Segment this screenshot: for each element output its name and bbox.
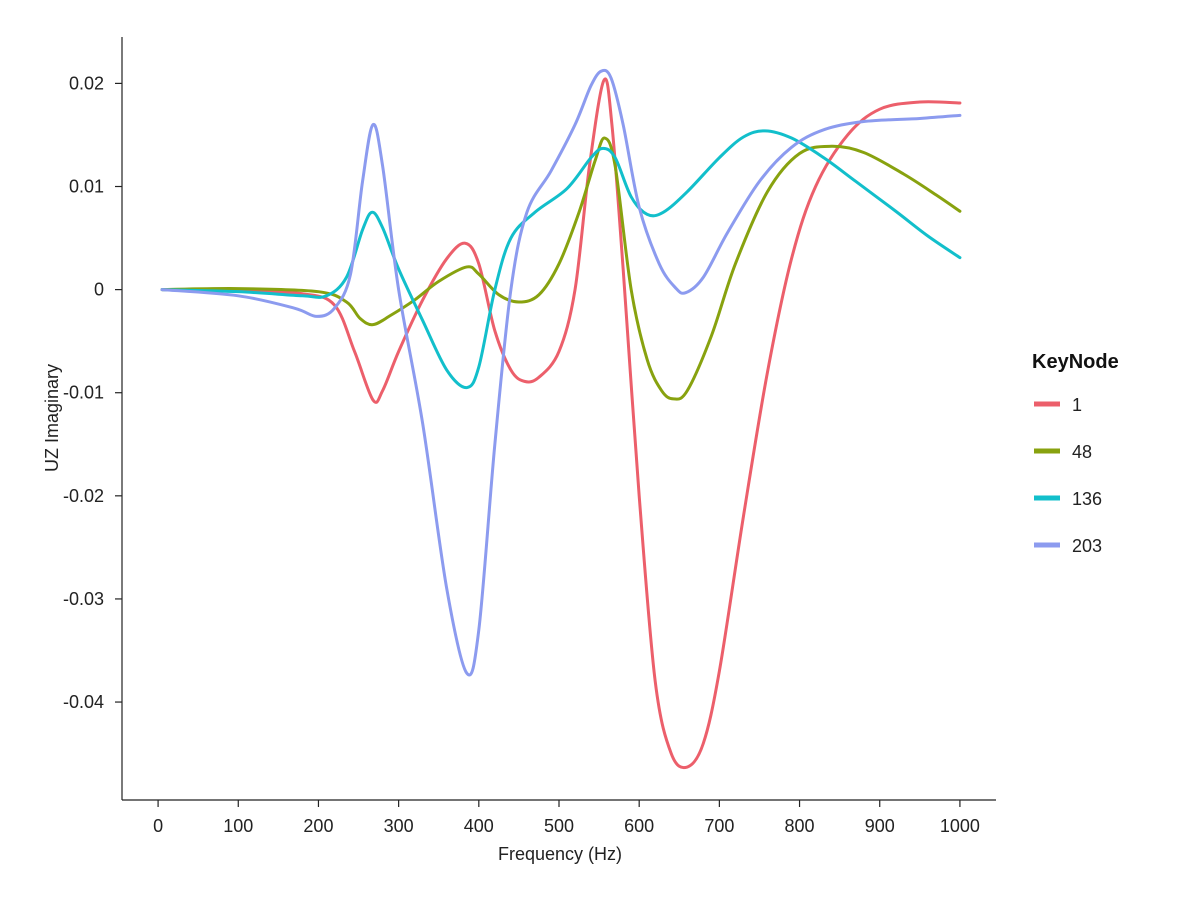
legend-label-136: 136: [1072, 489, 1102, 509]
legend: KeyNode 1 48 136 203: [1032, 351, 1119, 556]
legend-label-203: 203: [1072, 536, 1102, 556]
legend-label-48: 48: [1072, 442, 1092, 462]
series-line-136: [160, 129, 962, 390]
y-tick-label: -0.04: [63, 692, 104, 712]
x-axis-title: Frequency (Hz): [498, 844, 622, 864]
series-line-48: [160, 136, 962, 401]
x-tick-label: 400: [464, 816, 494, 836]
x-tick-label: 700: [704, 816, 734, 836]
series-lines: [160, 68, 962, 770]
y-tick-label: -0.01: [63, 383, 104, 403]
x-tick-label: 1000: [940, 816, 980, 836]
legend-label-1: 1: [1072, 395, 1082, 415]
y-tick-label: -0.02: [63, 486, 104, 506]
series-line-1: [160, 77, 962, 770]
y-ticks: -0.04 -0.03 -0.02 -0.01 0 0.01 0.02: [63, 73, 122, 712]
legend-items: 1 48 136 203: [1034, 395, 1102, 556]
x-tick-label: 600: [624, 816, 654, 836]
y-axis-title: UZ Imaginary: [42, 364, 62, 472]
y-tick-label: -0.03: [63, 589, 104, 609]
x-tick-label: 300: [384, 816, 414, 836]
x-tick-label: 200: [303, 816, 333, 836]
x-tick-label: 900: [865, 816, 895, 836]
x-tick-label: 100: [223, 816, 253, 836]
y-tick-label: 0.02: [69, 73, 104, 93]
series-line-203: [160, 68, 962, 677]
y-tick-label: 0: [94, 280, 104, 300]
legend-title: KeyNode: [1032, 351, 1119, 373]
x-tick-label: 800: [785, 816, 815, 836]
y-tick-label: 0.01: [69, 177, 104, 197]
x-tick-label: 500: [544, 816, 574, 836]
x-ticks: 0 100 200 300 400 500 600 700 800 900 1000: [153, 800, 980, 836]
x-tick-label: 0: [153, 816, 163, 836]
